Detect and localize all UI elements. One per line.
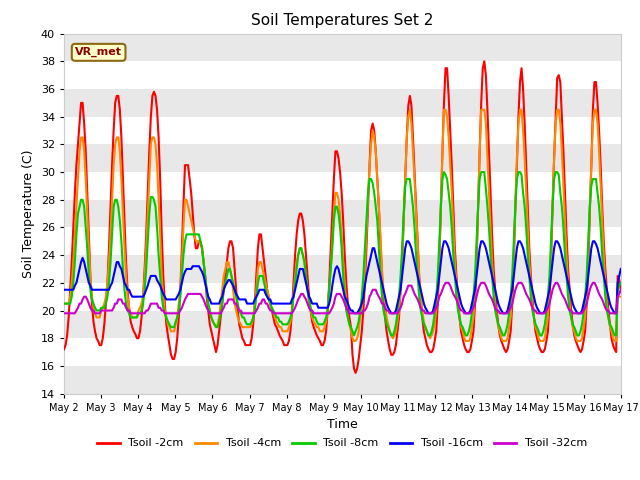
Tsoil -16cm [350,311,358,316]
Tsoil -16cm [617,266,625,272]
Tsoil -8cm [129,314,136,320]
Bar [64,34,621,61]
Bar [64,200,621,228]
Tsoil -16cm [589,239,596,244]
Tsoil -32cm [254,305,262,311]
Tsoil -32cm [442,280,449,286]
Tsoil -2cm [352,370,360,376]
Bar [64,255,621,283]
Line: Tsoil -16cm: Tsoil -16cm [64,241,621,313]
Tsoil -16cm [254,291,262,297]
Tsoil -8cm [60,300,68,306]
Bar [64,366,621,394]
Tsoil -32cm [617,287,625,293]
Tsoil -2cm [481,59,488,64]
Tsoil -8cm [350,333,358,338]
Tsoil -4cm [406,107,413,113]
Tsoil -16cm [129,294,136,300]
Tsoil -16cm [244,300,252,306]
Tsoil -2cm [60,347,68,352]
Tsoil -4cm [60,300,68,306]
Bar [64,144,621,172]
Tsoil -4cm [244,324,252,330]
Tsoil -2cm [226,239,234,244]
Tsoil -16cm [403,239,411,244]
Tsoil -8cm [303,287,311,293]
Line: Tsoil -4cm: Tsoil -4cm [64,110,621,341]
Tsoil -4cm [226,266,234,272]
Line: Tsoil -8cm: Tsoil -8cm [64,172,621,336]
Y-axis label: Soil Temperature (C): Soil Temperature (C) [22,149,35,278]
Tsoil -2cm [244,342,252,348]
Text: VR_met: VR_met [75,47,122,58]
Tsoil -8cm [440,169,448,175]
Tsoil -32cm [60,311,68,316]
Title: Soil Temperatures Set 2: Soil Temperatures Set 2 [252,13,433,28]
Tsoil -16cm [226,277,234,283]
Tsoil -8cm [617,280,625,286]
Tsoil -4cm [589,120,596,126]
Tsoil -4cm [350,338,358,344]
Tsoil -4cm [254,266,262,272]
Tsoil -32cm [129,311,136,316]
Bar [64,89,621,117]
Tsoil -2cm [617,287,625,293]
Tsoil -2cm [254,245,262,251]
Tsoil -16cm [60,287,68,293]
Tsoil -8cm [589,176,596,182]
Tsoil -32cm [226,297,234,302]
Tsoil -8cm [254,280,262,286]
Tsoil -4cm [617,294,625,300]
Line: Tsoil -2cm: Tsoil -2cm [64,61,621,373]
Legend: Tsoil -2cm, Tsoil -4cm, Tsoil -8cm, Tsoil -16cm, Tsoil -32cm: Tsoil -2cm, Tsoil -4cm, Tsoil -8cm, Tsoi… [93,434,592,453]
Tsoil -4cm [303,287,311,293]
Tsoil -2cm [129,324,136,330]
Tsoil -32cm [303,300,311,306]
Tsoil -2cm [589,107,596,113]
X-axis label: Time: Time [327,418,358,431]
Tsoil -8cm [244,322,252,327]
Tsoil -8cm [226,266,234,272]
Tsoil -32cm [588,283,595,288]
Tsoil -32cm [244,311,252,316]
Tsoil -4cm [129,314,136,320]
Tsoil -2cm [303,273,311,279]
Bar [64,311,621,338]
Tsoil -16cm [303,287,311,293]
Line: Tsoil -32cm: Tsoil -32cm [64,283,621,313]
